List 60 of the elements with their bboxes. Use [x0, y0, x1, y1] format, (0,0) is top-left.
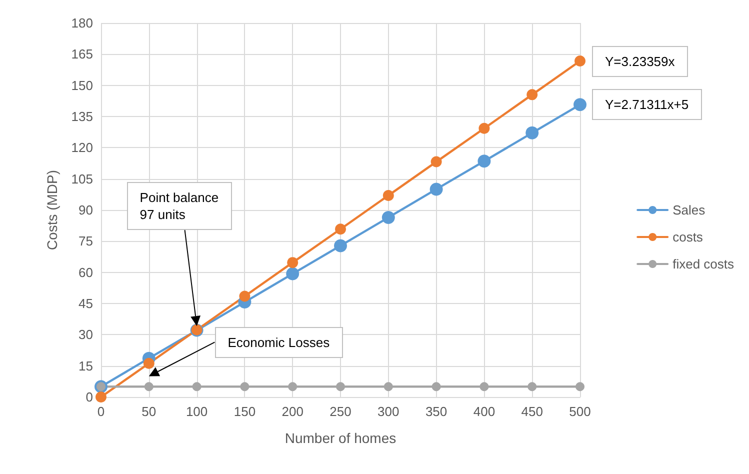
- point: [432, 382, 441, 392]
- point: [240, 382, 250, 392]
- point: [430, 156, 442, 168]
- x-tick-label: 50: [142, 404, 156, 419]
- x-tick-label: 200: [282, 404, 304, 419]
- x-tick-label: 100: [186, 404, 208, 419]
- annotation: Y=2.71311x+5: [592, 89, 702, 120]
- x-tick-label: 500: [569, 404, 591, 419]
- point: [526, 89, 538, 100]
- point: [287, 257, 298, 268]
- y-tick-label: 30: [78, 327, 93, 342]
- y-tick-label: 105: [71, 171, 93, 186]
- point: [96, 392, 106, 402]
- y-tick-label: 180: [71, 16, 93, 30]
- x-tick-label: 300: [378, 404, 400, 419]
- point: [526, 126, 539, 140]
- point: [143, 358, 154, 369]
- point: [144, 382, 154, 392]
- y-tick-label: 75: [78, 234, 93, 249]
- point: [288, 382, 298, 392]
- x-tick-label: 350: [425, 404, 448, 419]
- y-tick-label: 60: [78, 264, 93, 280]
- y-tick-label: 165: [71, 46, 93, 62]
- x-axis-title: Number of homes: [284, 430, 396, 446]
- legend-label: costs: [672, 230, 704, 244]
- x-tick-label: 0: [97, 404, 105, 419]
- point: [574, 98, 586, 112]
- y-tick-label: 90: [78, 202, 93, 218]
- x-tick-label: 150: [234, 404, 256, 419]
- point: [192, 382, 202, 392]
- point: [335, 224, 346, 235]
- point: [574, 56, 586, 67]
- y-tick-label: 0: [86, 390, 93, 404]
- point: [576, 382, 584, 392]
- point: [286, 267, 300, 280]
- point: [478, 122, 490, 134]
- point: [528, 382, 537, 392]
- point: [239, 290, 250, 302]
- legend-label: fixed costs: [672, 256, 734, 272]
- legend-label: Sales: [672, 202, 706, 218]
- annotation: Y=3.23359x: [592, 46, 688, 77]
- x-tick-label: 450: [521, 404, 543, 419]
- point: [480, 382, 489, 392]
- point: [430, 182, 443, 196]
- point: [382, 210, 395, 224]
- point: [478, 154, 491, 168]
- x-tick-label: 400: [473, 404, 496, 419]
- y-tick-label: 45: [78, 296, 93, 311]
- annotation: Point balance 97 units: [126, 182, 232, 230]
- y-tick-label: 120: [71, 140, 93, 156]
- point: [336, 382, 345, 392]
- point: [334, 239, 347, 252]
- y-axis-title: Costs (MDP): [44, 170, 60, 250]
- annotation: Economic Losses: [214, 326, 343, 358]
- y-tick-label: 15: [78, 358, 93, 374]
- y-tick-label: 150: [71, 78, 93, 93]
- point: [384, 382, 393, 392]
- y-tick-label: 135: [71, 109, 93, 124]
- point: [382, 190, 394, 201]
- x-tick-label: 250: [330, 404, 352, 419]
